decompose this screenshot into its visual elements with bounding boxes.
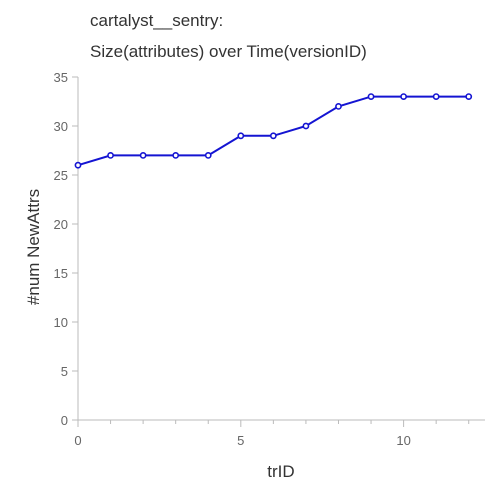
x-tick-label: 5 [237, 433, 244, 448]
y-tick-label: 0 [61, 413, 68, 428]
data-point [465, 93, 473, 100]
data-point [107, 151, 114, 159]
y-tick-label: 10 [54, 315, 68, 330]
data-point [74, 161, 82, 169]
data-point [172, 151, 180, 159]
x-tick-label: 0 [74, 433, 81, 448]
data-point [400, 93, 407, 100]
y-tick-label: 20 [54, 217, 68, 232]
y-tick-label: 35 [54, 70, 68, 85]
x-axis-label: trID [267, 462, 294, 481]
y-tick-label: 25 [54, 168, 68, 183]
x-tick-label: 10 [396, 433, 410, 448]
data-point [204, 151, 212, 159]
chart-title-line-1: cartalyst__sentry: [90, 11, 223, 30]
y-tick-label: 15 [54, 266, 68, 281]
y-axis: 0 5 10 15 20 25 30 35 [54, 70, 79, 428]
data-point [432, 93, 440, 100]
data-point [237, 132, 245, 140]
data-point [367, 93, 375, 100]
y-tick-label: 30 [54, 119, 68, 134]
x-axis: 0 5 10 [74, 419, 485, 448]
y-tick-label: 5 [61, 364, 68, 379]
plot-area [74, 93, 473, 169]
chart-title-line-2: Size(attributes) over Time(versionID) [90, 42, 367, 61]
data-point [335, 103, 342, 110]
series-line [77, 95, 469, 167]
y-axis-label: #num NewAttrs [24, 189, 43, 305]
data-point [269, 132, 277, 140]
data-point [302, 122, 310, 130]
data-point [139, 151, 147, 159]
